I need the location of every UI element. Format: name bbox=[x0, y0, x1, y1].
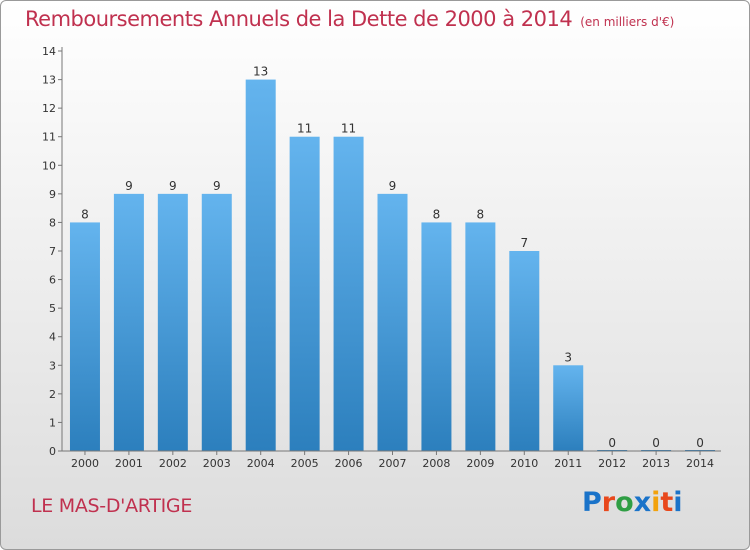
y-tick-label: 1 bbox=[49, 416, 56, 429]
logo-letter: i bbox=[673, 487, 683, 518]
y-tick-label: 12 bbox=[42, 102, 56, 115]
data-label: 7 bbox=[520, 236, 528, 250]
bar bbox=[113, 193, 144, 451]
data-label: 8 bbox=[81, 207, 89, 221]
bar bbox=[421, 222, 452, 451]
data-label: 11 bbox=[341, 122, 356, 136]
logo-letter: r bbox=[601, 487, 616, 518]
data-label: 9 bbox=[389, 179, 397, 193]
logo-letter: t bbox=[660, 487, 674, 518]
x-tick-label: 2000 bbox=[71, 457, 99, 470]
data-label: 0 bbox=[608, 436, 616, 450]
data-label: 0 bbox=[652, 436, 660, 450]
bar bbox=[157, 193, 188, 451]
x-tick-label: 2008 bbox=[422, 457, 450, 470]
y-tick-label: 7 bbox=[49, 245, 56, 258]
bar bbox=[289, 136, 320, 451]
x-tick-label: 2012 bbox=[598, 457, 626, 470]
logo-letter: x bbox=[633, 487, 652, 518]
bar bbox=[69, 222, 100, 451]
logo-letter: P bbox=[582, 487, 602, 518]
y-tick-label: 2 bbox=[49, 388, 56, 401]
y-tick-label: 5 bbox=[49, 302, 56, 315]
x-tick-label: 2005 bbox=[291, 457, 319, 470]
y-tick-label: 6 bbox=[49, 274, 56, 287]
data-label: 3 bbox=[564, 350, 572, 364]
axes-layer: 0123456789101112131482000920019200292003… bbox=[42, 45, 721, 470]
x-tick-label: 2014 bbox=[686, 457, 714, 470]
y-tick-label: 9 bbox=[49, 188, 56, 201]
y-tick-label: 11 bbox=[42, 131, 56, 144]
proxiti-logo[interactable]: Proxiti bbox=[582, 487, 683, 518]
commune-name: LE MAS-D'ARTIGE bbox=[31, 495, 193, 517]
data-label: 0 bbox=[696, 436, 704, 450]
bar bbox=[465, 222, 496, 451]
bar bbox=[245, 79, 276, 452]
x-tick-label: 2009 bbox=[466, 457, 494, 470]
bars-layer bbox=[69, 79, 716, 452]
logo-letter: o bbox=[615, 487, 634, 518]
bar bbox=[553, 365, 584, 451]
data-label: 8 bbox=[433, 207, 441, 221]
bar bbox=[377, 193, 408, 451]
x-tick-label: 2004 bbox=[247, 457, 275, 470]
y-tick-label: 0 bbox=[49, 445, 56, 458]
x-tick-label: 2001 bbox=[115, 457, 143, 470]
y-tick-label: 10 bbox=[42, 159, 56, 172]
y-tick-label: 14 bbox=[42, 45, 56, 58]
bar bbox=[333, 136, 364, 451]
y-tick-label: 13 bbox=[42, 74, 56, 87]
data-label: 13 bbox=[253, 65, 268, 79]
x-tick-label: 2003 bbox=[203, 457, 231, 470]
y-tick-label: 3 bbox=[49, 359, 56, 372]
data-label: 9 bbox=[125, 179, 133, 193]
bar bbox=[509, 251, 540, 451]
data-label: 11 bbox=[297, 122, 312, 136]
unit-label: (en milliers d'€) bbox=[580, 15, 675, 29]
x-tick-label: 2011 bbox=[554, 457, 582, 470]
bar bbox=[201, 193, 232, 451]
logo-letter: i bbox=[651, 487, 661, 518]
x-tick-label: 2013 bbox=[642, 457, 670, 470]
x-tick-label: 2002 bbox=[159, 457, 187, 470]
data-label: 9 bbox=[169, 179, 177, 193]
data-label: 9 bbox=[213, 179, 221, 193]
y-tick-label: 8 bbox=[49, 216, 56, 229]
y-tick-label: 4 bbox=[49, 331, 56, 344]
x-tick-label: 2007 bbox=[379, 457, 407, 470]
chart-title: Remboursements Annuels de la Dette de 20… bbox=[25, 7, 573, 31]
data-label: 8 bbox=[477, 207, 485, 221]
x-tick-label: 2010 bbox=[510, 457, 538, 470]
title-row: Remboursements Annuels de la Dette de 20… bbox=[25, 7, 674, 31]
x-tick-label: 2006 bbox=[335, 457, 363, 470]
